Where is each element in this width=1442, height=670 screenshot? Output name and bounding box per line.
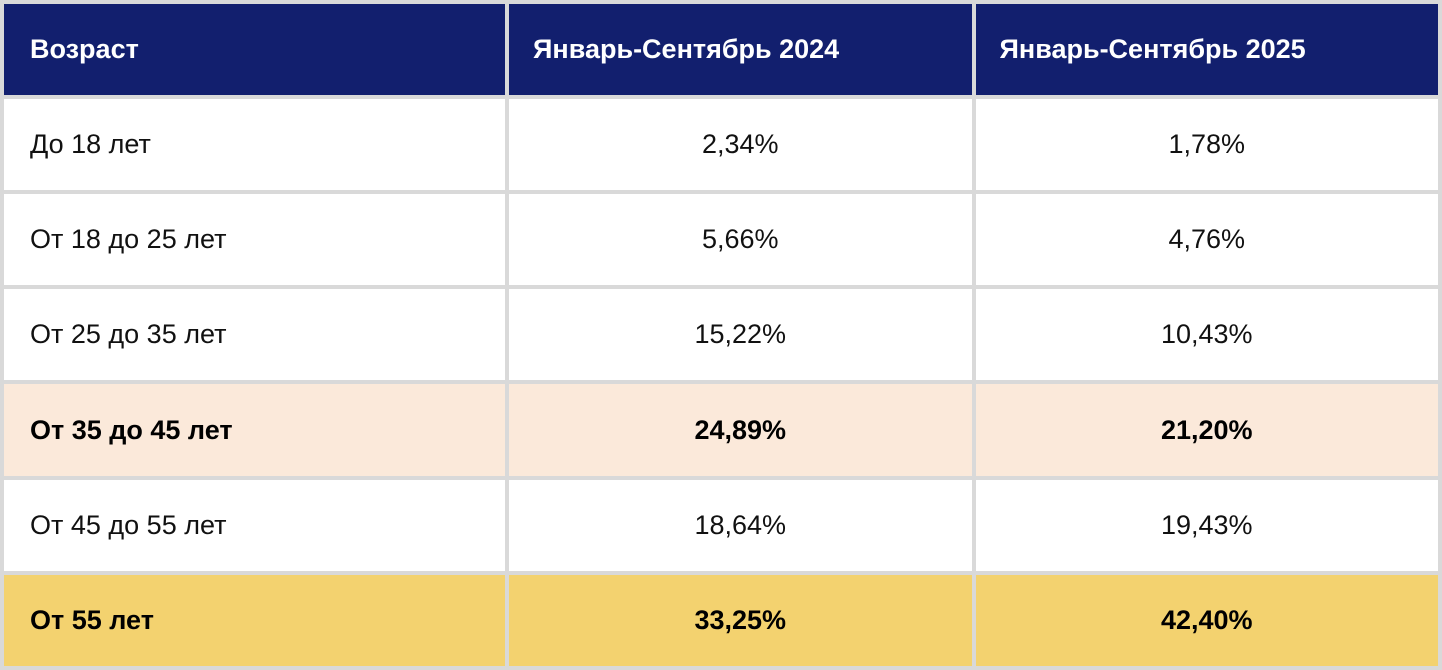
- header-2025: Январь-Сентябрь 2025: [975, 4, 1438, 95]
- value-2025-cell: 4,76%: [975, 194, 1438, 286]
- table-row: До 18 лет 2,34% 1,78%: [4, 99, 1438, 191]
- value-2024-cell: 18,64%: [509, 479, 972, 571]
- age-cell: От 35 до 45 лет: [4, 384, 505, 476]
- header-2024: Январь-Сентябрь 2024: [509, 4, 972, 95]
- age-cell: От 18 до 25 лет: [4, 194, 505, 286]
- age-cell: От 45 до 55 лет: [4, 479, 505, 571]
- value-2025-cell: 42,40%: [975, 574, 1438, 666]
- value-2024-cell: 24,89%: [509, 384, 972, 476]
- value-2024-cell: 5,66%: [509, 194, 972, 286]
- table-row: От 25 до 35 лет 15,22% 10,43%: [4, 289, 1438, 381]
- table-row: От 55 лет 33,25% 42,40%: [4, 574, 1438, 666]
- value-2025-cell: 19,43%: [975, 479, 1438, 571]
- value-2024-cell: 33,25%: [509, 574, 972, 666]
- age-cell: От 25 до 35 лет: [4, 289, 505, 381]
- header-age: Возраст: [4, 4, 505, 95]
- value-2024-cell: 15,22%: [509, 289, 972, 381]
- table-row: От 45 до 55 лет 18,64% 19,43%: [4, 479, 1438, 571]
- age-cell: До 18 лет: [4, 99, 505, 191]
- value-2025-cell: 1,78%: [975, 99, 1438, 191]
- age-cell: От 55 лет: [4, 574, 505, 666]
- table-row: От 35 до 45 лет 24,89% 21,20%: [4, 384, 1438, 476]
- value-2025-cell: 21,20%: [975, 384, 1438, 476]
- value-2024-cell: 2,34%: [509, 99, 972, 191]
- table-row: От 18 до 25 лет 5,66% 4,76%: [4, 194, 1438, 286]
- header-row: Возраст Январь-Сентябрь 2024 Январь-Сент…: [4, 4, 1438, 95]
- value-2025-cell: 10,43%: [975, 289, 1438, 381]
